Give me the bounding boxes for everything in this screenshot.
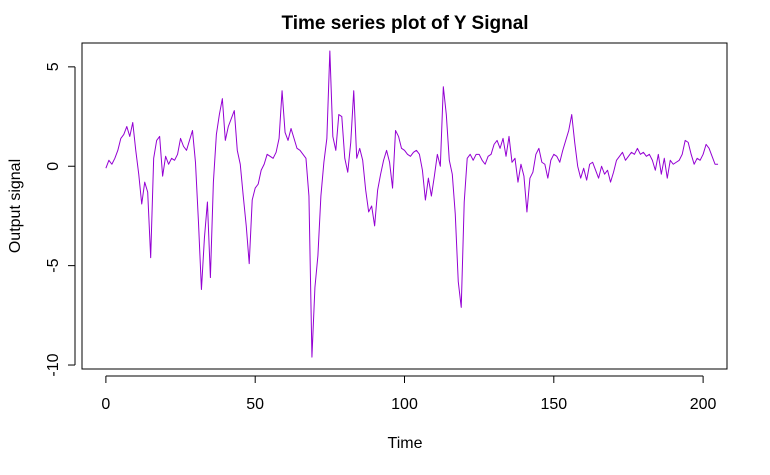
x-tick-label: 200 [690,396,717,413]
y-axis: -10 -5 0 5 [45,62,76,377]
y-tick-label: -5 [45,258,62,272]
x-tick-label: 150 [540,396,567,413]
plot-frame [81,42,728,370]
x-tick-label: 100 [391,396,418,413]
y-tick-label: 0 [45,162,62,171]
y-tick-label: 5 [45,62,62,71]
series-line-y-signal [105,50,719,358]
chart-title: Time series plot of Y Signal [281,13,528,34]
y-tick-label: -10 [45,353,62,376]
x-tick-label: 0 [101,396,110,413]
y-axis-label: Output signal [7,159,24,253]
x-axis-label: Time [388,435,423,452]
x-tick-label: 50 [246,396,264,413]
x-axis: 0 50 100 150 200 [101,375,717,413]
